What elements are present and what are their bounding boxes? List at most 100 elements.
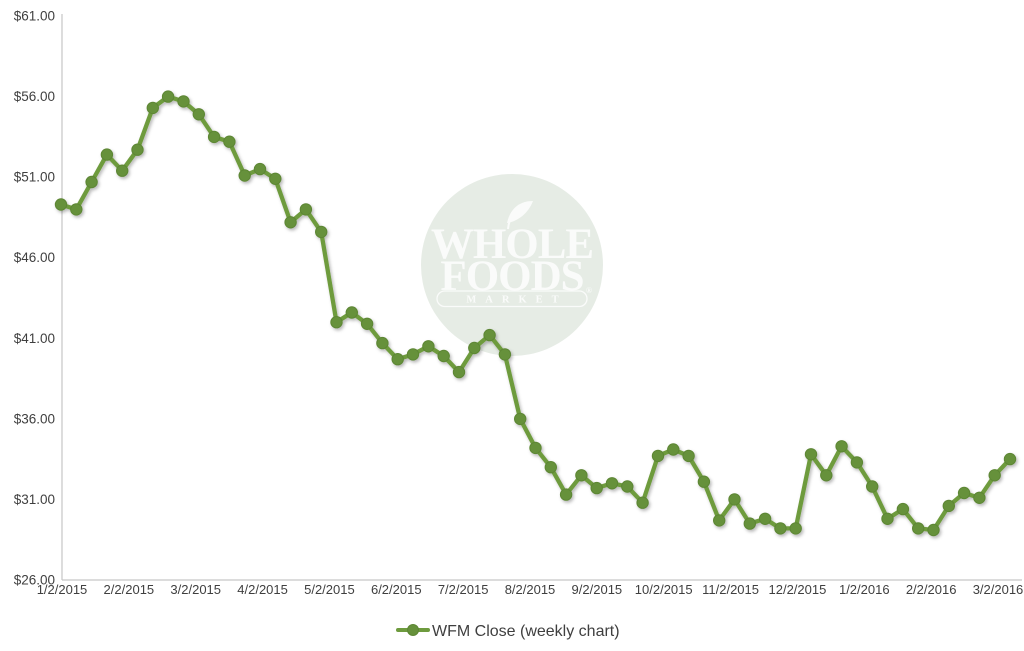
x-tick-label: 2/2/2016 xyxy=(906,582,957,597)
x-tick-label: 3/2/2016 xyxy=(973,582,1024,597)
data-point-marker xyxy=(957,486,971,500)
x-tick-label: 1/2/2016 xyxy=(839,582,890,597)
watermark-leaf-stem xyxy=(507,202,526,230)
data-point-marker xyxy=(452,365,466,379)
data-point-marker xyxy=(284,216,297,229)
data-point-marker xyxy=(498,348,512,361)
data-point-marker xyxy=(636,496,649,509)
data-point-marker xyxy=(269,172,282,186)
data-point-marker xyxy=(544,461,557,474)
data-point-marker xyxy=(942,499,955,513)
y-tick-label: $51.00 xyxy=(14,170,55,185)
data-point-marker xyxy=(315,225,328,239)
data-point-marker xyxy=(559,488,573,501)
legend-point-marker xyxy=(407,624,419,636)
legend: WFM Close (weekly chart) xyxy=(396,623,620,640)
data-point-marker xyxy=(192,108,206,121)
data-point-marker xyxy=(330,316,343,329)
data-point-marker xyxy=(238,169,251,182)
y-tick-label: $56.00 xyxy=(14,89,55,104)
data-point-marker xyxy=(728,493,741,506)
data-point-marker xyxy=(973,491,986,504)
data-point-marker xyxy=(468,341,481,355)
data-point-marker xyxy=(422,340,435,353)
data-point-marker xyxy=(146,101,160,115)
data-point-marker xyxy=(131,143,144,156)
data-point-marker xyxy=(85,175,98,189)
data-point-marker xyxy=(774,522,787,535)
x-tick-label: 1/2/2015 xyxy=(37,582,88,597)
data-point-marker xyxy=(988,469,1001,482)
data-point-marker xyxy=(207,130,221,144)
y-tick-label: $41.00 xyxy=(14,331,55,346)
x-tick-label: 10/2/2015 xyxy=(635,582,693,597)
y-tick-label: $46.00 xyxy=(14,250,55,265)
data-point-marker xyxy=(621,480,634,493)
data-point-marker xyxy=(376,336,389,350)
data-point-marker xyxy=(514,412,527,426)
watermark-text-foods: FOODS xyxy=(440,253,583,300)
watermark-text-market: MARKET xyxy=(466,295,567,306)
data-point-marker xyxy=(866,480,879,493)
data-point-marker xyxy=(54,198,68,211)
data-point-marker xyxy=(713,514,726,527)
watermark-text-whole: WHOLE xyxy=(431,221,593,268)
data-point-marker xyxy=(299,203,313,216)
y-tick-label: $61.00 xyxy=(14,9,55,24)
watermark-circle xyxy=(421,174,603,356)
data-point-marker xyxy=(253,162,267,176)
data-point-marker xyxy=(850,456,864,469)
data-point-marker xyxy=(881,512,894,525)
data-point-marker xyxy=(912,522,925,535)
data-point-marker xyxy=(758,512,772,525)
data-point-marker xyxy=(590,481,603,495)
x-tick-label: 8/2/2015 xyxy=(505,582,556,597)
data-point-marker xyxy=(651,449,665,463)
watermark-leaf-icon xyxy=(507,201,533,223)
data-point-marker xyxy=(1003,452,1017,466)
x-tick-label: 4/2/2015 xyxy=(237,582,288,597)
x-tick-label: 3/2/2015 xyxy=(170,582,221,597)
data-point-marker xyxy=(804,448,818,461)
x-tick-label: 2/2/2015 xyxy=(104,582,155,597)
watermark-market-pill xyxy=(436,290,588,308)
watermark-registered-mark: ® xyxy=(586,286,592,295)
data-point-marker xyxy=(406,348,420,361)
y-tick-label: $26.00 xyxy=(14,573,55,588)
data-point-marker xyxy=(605,477,619,490)
series-wfm-close xyxy=(54,90,1017,537)
legend-label: WFM Close (weekly chart) xyxy=(432,623,620,640)
data-point-marker xyxy=(116,164,129,177)
data-point-marker xyxy=(667,443,680,456)
data-point-marker xyxy=(437,349,450,363)
data-point-marker xyxy=(820,469,833,482)
x-tick-label: 7/2/2015 xyxy=(438,582,489,597)
x-tick-label: 5/2/2015 xyxy=(304,582,355,597)
data-point-marker xyxy=(70,203,83,216)
data-point-marker xyxy=(100,148,114,161)
data-point-marker xyxy=(682,449,695,463)
data-point-marker xyxy=(360,317,374,330)
data-point-marker xyxy=(789,522,802,535)
data-point-marker xyxy=(697,475,711,488)
x-tick-label: 6/2/2015 xyxy=(371,582,422,597)
data-point-marker xyxy=(927,523,940,537)
data-point-marker xyxy=(575,469,588,482)
data-point-marker xyxy=(345,306,358,319)
data-point-marker xyxy=(223,135,236,148)
data-point-marker xyxy=(483,328,496,342)
data-point-marker xyxy=(896,502,910,516)
data-point-marker xyxy=(743,517,756,530)
data-point-marker xyxy=(161,90,175,103)
data-point-marker xyxy=(177,95,190,108)
data-point-marker xyxy=(835,440,848,453)
x-tick-label: 11/2/2015 xyxy=(702,582,759,597)
y-tick-label: $36.00 xyxy=(14,411,55,426)
x-tick-label: 9/2/2015 xyxy=(572,582,623,597)
y-tick-label: $31.00 xyxy=(14,492,55,507)
x-tick-label: 12/2/2015 xyxy=(769,582,827,597)
data-point-marker xyxy=(529,441,542,455)
